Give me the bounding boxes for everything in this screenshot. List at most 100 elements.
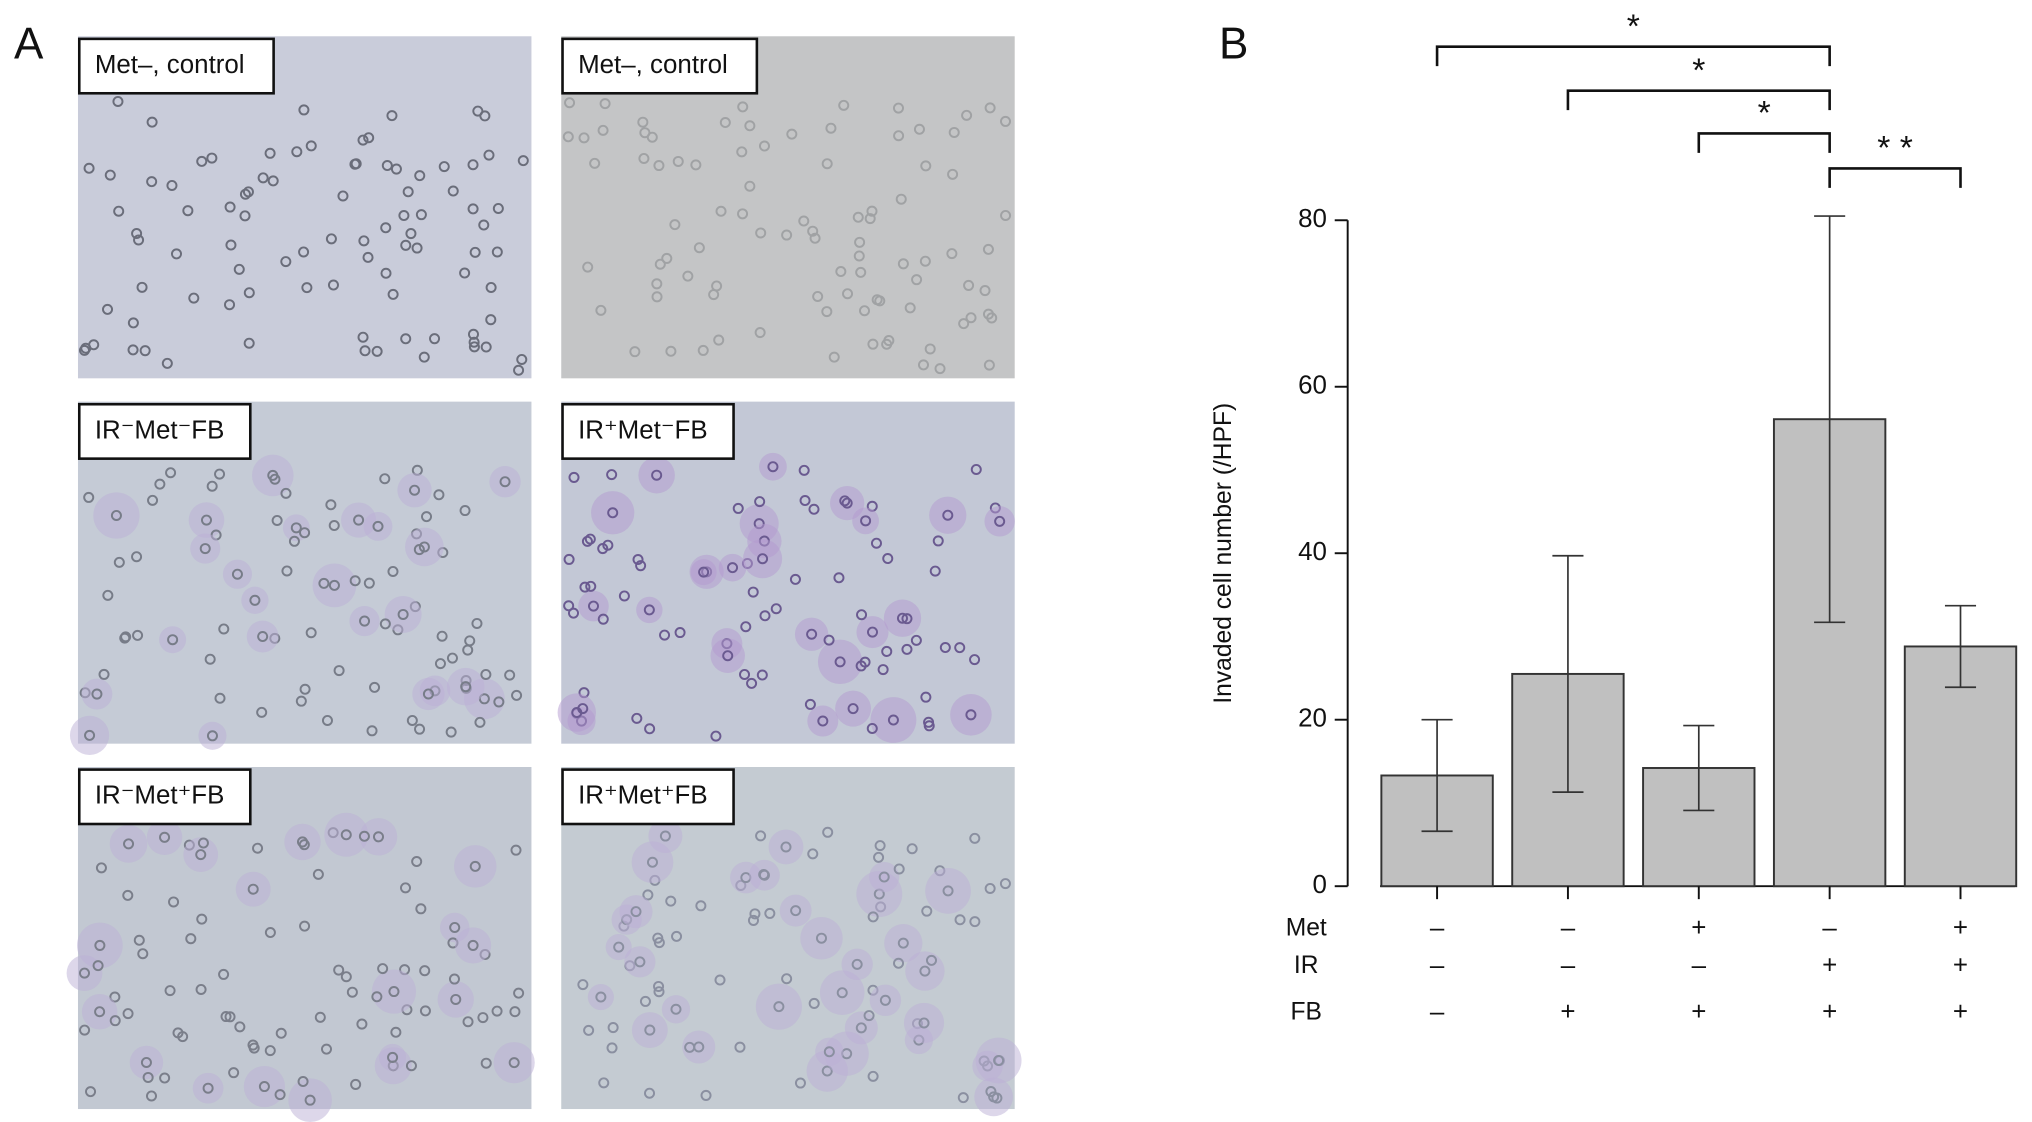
stain (288, 1078, 332, 1122)
stain (682, 1030, 716, 1064)
y-tick-label: 0 (1313, 871, 1327, 899)
cell (737, 101, 749, 113)
cell (399, 882, 412, 894)
stain (950, 694, 992, 736)
cell (719, 117, 731, 129)
cell (871, 294, 883, 306)
cell (757, 553, 769, 565)
cell (823, 634, 835, 646)
cell (88, 339, 100, 351)
cell (708, 289, 720, 301)
cell (747, 914, 759, 926)
stain (779, 894, 812, 927)
cell (618, 590, 630, 602)
cell (510, 844, 522, 856)
cell (732, 502, 744, 514)
cell (281, 565, 293, 577)
cell (767, 461, 779, 473)
cell (637, 116, 649, 128)
cell (879, 994, 891, 1006)
cell (133, 934, 145, 946)
cell (104, 169, 116, 181)
cell (320, 1043, 333, 1055)
stain (312, 563, 357, 608)
cell (984, 882, 996, 894)
cell (122, 889, 134, 901)
cell (595, 991, 607, 1003)
cell (1000, 209, 1012, 221)
cell (400, 333, 412, 345)
cell (920, 160, 932, 172)
cell (901, 613, 913, 625)
stain (246, 620, 279, 653)
cell (102, 589, 114, 601)
cell (835, 266, 847, 278)
panel-letter: A (14, 19, 44, 68)
cell (629, 346, 641, 358)
cell (946, 248, 958, 260)
cell (893, 957, 905, 969)
cell (639, 127, 651, 139)
label-box (561, 37, 759, 95)
cell (579, 581, 591, 593)
significance-bracket (1566, 89, 1831, 111)
stain (359, 818, 398, 856)
cell (436, 630, 448, 642)
cell (581, 535, 593, 547)
cell (866, 205, 878, 217)
cell (314, 1011, 326, 1023)
cell (139, 345, 151, 357)
cell (325, 499, 337, 511)
cell (146, 176, 158, 188)
cell (166, 179, 178, 191)
cell (353, 514, 365, 526)
significance-bracket (1697, 132, 1831, 153)
cell (598, 1077, 610, 1089)
cell (635, 560, 647, 572)
stain (794, 617, 829, 651)
cell (406, 714, 418, 726)
condition-value: – (1430, 951, 1445, 979)
cell (133, 234, 145, 246)
cell (438, 161, 450, 173)
cell (661, 252, 673, 264)
cell (895, 193, 907, 205)
cell (450, 993, 462, 1005)
y-tick-label: 60 (1298, 372, 1327, 400)
cell (413, 544, 425, 556)
cell (589, 157, 601, 169)
cell (350, 158, 362, 170)
cell (919, 255, 931, 267)
condition-value: + (1953, 914, 1968, 942)
stain (93, 492, 140, 539)
cell (113, 205, 125, 217)
cell (95, 862, 107, 874)
cell (665, 895, 677, 907)
cell (513, 987, 525, 999)
stain (241, 586, 269, 614)
cell (170, 248, 182, 260)
cell (821, 158, 833, 170)
condition-value: – (1692, 951, 1707, 979)
stain (129, 1045, 164, 1080)
cell (511, 689, 523, 701)
stain (631, 1012, 668, 1049)
cell (749, 908, 761, 920)
cell (467, 328, 479, 340)
cell (613, 941, 625, 953)
cell (358, 235, 370, 247)
cell (220, 1011, 232, 1023)
cell (136, 281, 148, 293)
cell (231, 568, 243, 580)
cell (755, 830, 767, 842)
stain (397, 473, 432, 508)
cell (318, 577, 330, 589)
cell (790, 905, 802, 917)
micrograph-label: IR⁺Met⁻FB (578, 416, 708, 444)
cell (491, 1005, 503, 1017)
cell (982, 243, 994, 255)
cell (828, 351, 840, 363)
stain (446, 667, 485, 706)
cell (887, 714, 899, 726)
cell (372, 831, 385, 843)
